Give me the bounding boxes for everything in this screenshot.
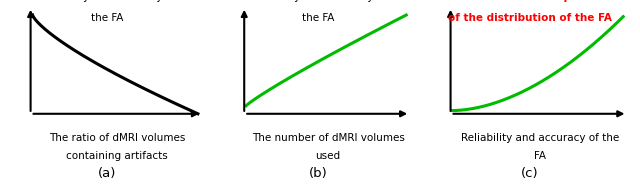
Text: Reliability and accuracy of the: Reliability and accuracy of the [461, 133, 619, 143]
Text: the FA: the FA [302, 13, 335, 23]
Text: Reliability and accuracy of: Reliability and accuracy of [250, 0, 387, 2]
Text: Reliability and accuracy of: Reliability and accuracy of [38, 0, 176, 2]
Text: of the distribution of the FA: of the distribution of the FA [447, 13, 612, 23]
Text: The number of dMRI volumes: The number of dMRI volumes [252, 133, 404, 143]
Text: used: used [316, 151, 340, 161]
Text: containing artifacts: containing artifacts [67, 151, 168, 161]
Text: (b): (b) [309, 167, 328, 180]
Text: The ratio of dMRI volumes: The ratio of dMRI volumes [49, 133, 186, 143]
Text: (a): (a) [98, 167, 116, 180]
Text: FA: FA [534, 151, 546, 161]
Text: the FA: the FA [91, 13, 124, 23]
Text: Robustness and compactness: Robustness and compactness [442, 0, 617, 2]
Text: (c): (c) [521, 167, 538, 180]
